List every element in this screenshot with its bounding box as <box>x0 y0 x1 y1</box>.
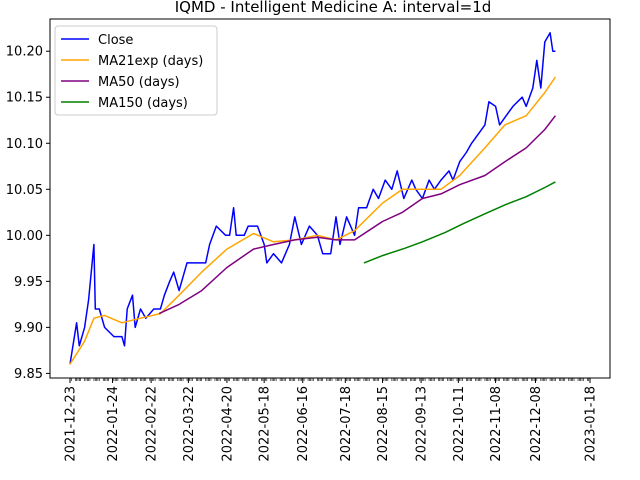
x-tick-label: 2022-08-15 <box>376 386 391 462</box>
series-line-2 <box>158 115 556 315</box>
y-tick-label: 10.10 <box>6 137 43 152</box>
y-tick-label: 9.90 <box>14 321 43 336</box>
x-tick-label: 2022-09-13 <box>415 386 430 462</box>
series-line-1 <box>69 76 557 365</box>
x-tick-label: 2023-01-18 <box>584 386 599 462</box>
y-tick-label: 10.15 <box>6 91 43 106</box>
x-tick-label: 2022-10-11 <box>452 386 467 462</box>
chart-title: IQMD - Intelligent Medicine A: interval=… <box>175 0 492 16</box>
y-tick-label: 10.20 <box>6 45 43 60</box>
x-tick-label: 2022-02-22 <box>145 386 160 462</box>
legend-label-1: MA21exp (days) <box>98 54 203 69</box>
x-tick-label: 2022-11-08 <box>489 386 504 462</box>
y-tick-label: 9.85 <box>14 367 43 382</box>
x-tick-label: 2022-07-18 <box>339 386 354 462</box>
series-line-0 <box>69 32 556 365</box>
legend-label-3: MA150 (days) <box>98 96 188 111</box>
legend-label-2: MA50 (days) <box>98 75 180 90</box>
axes: 9.85 9.90 9.95 10.00 10.05 10.10 10.15 10.20 202… <box>6 18 611 462</box>
x-tick-label: 2022-01-24 <box>106 386 121 462</box>
x-tick-label: 2022-12-08 <box>529 386 544 462</box>
legend-box <box>54 25 218 116</box>
x-tick-label: 2022-03-22 <box>182 386 197 462</box>
legend-label-0: Close <box>98 33 133 48</box>
legend: Close MA21exp (days) MA50 (days) MA150 (day… <box>54 25 218 116</box>
x-tick-label: 2022-06-16 <box>296 386 311 462</box>
y-tick-label: 9.95 <box>14 275 43 290</box>
y-tick-label: 10.00 <box>6 229 43 244</box>
series-line-3 <box>363 181 556 264</box>
x-tick-label: 2021-12-23 <box>64 386 79 462</box>
x-tick-label: 2022-05-18 <box>258 386 273 462</box>
x-tick-label: 2022-04-20 <box>220 386 235 462</box>
axes-frame <box>49 18 611 379</box>
y-tick-label: 10.05 <box>6 183 43 198</box>
plot-area <box>69 32 557 365</box>
